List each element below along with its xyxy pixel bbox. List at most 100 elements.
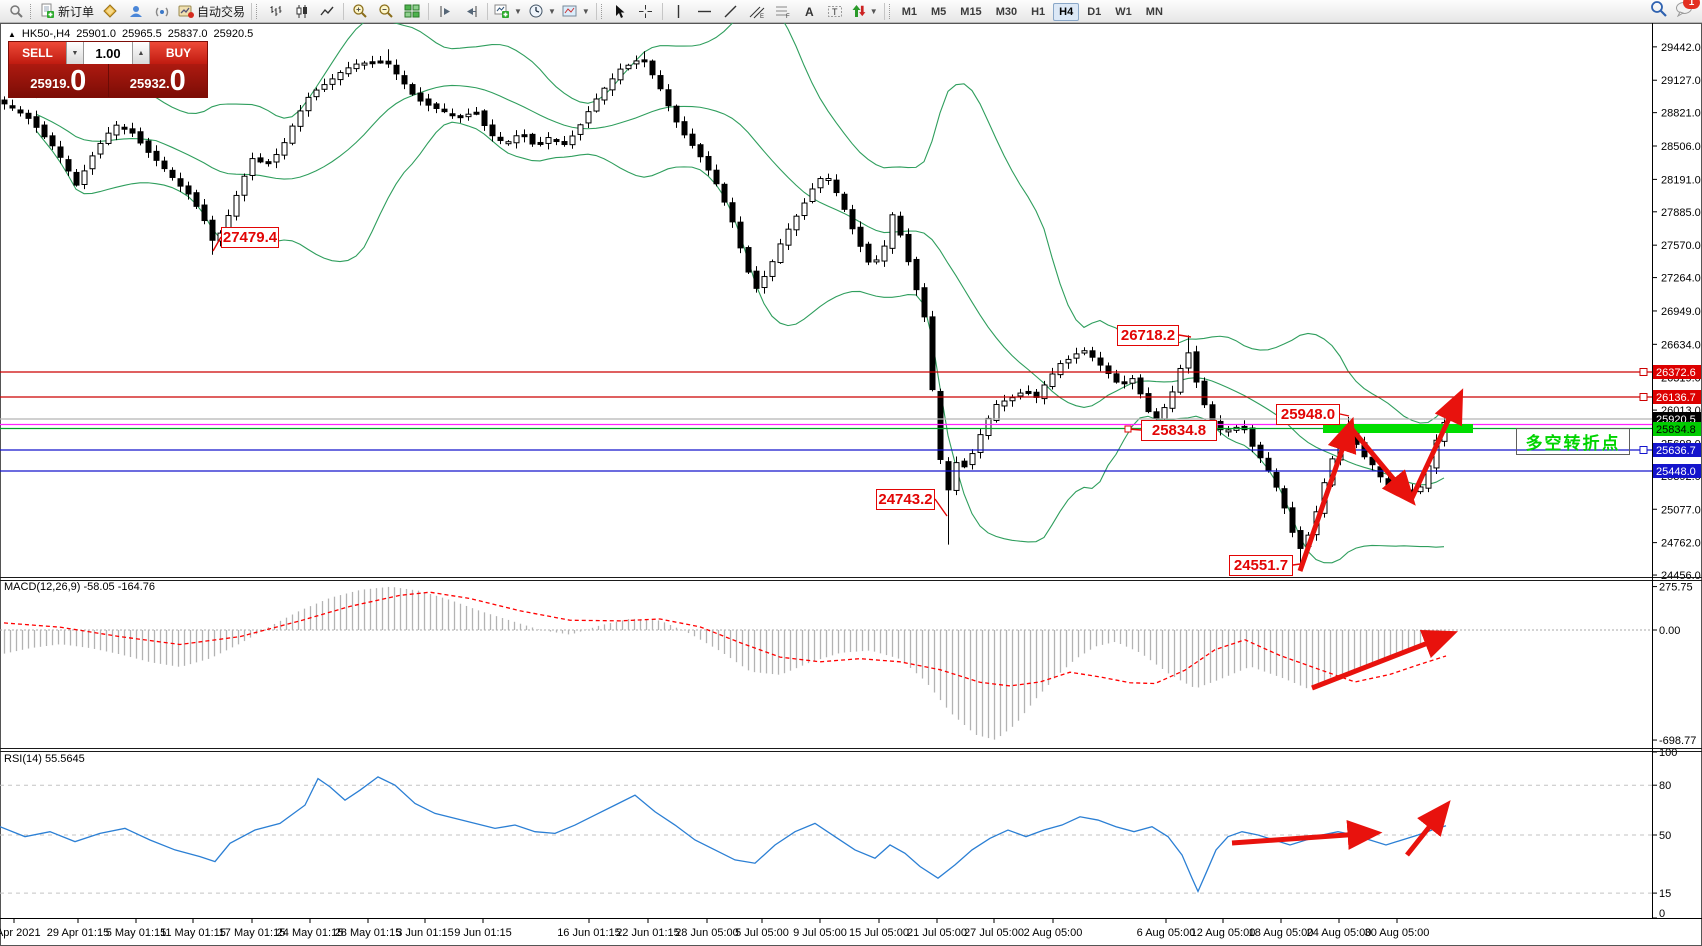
trendline-tool[interactable] (718, 1, 744, 21)
svg-text:9 Jul 05:00: 9 Jul 05:00 (793, 927, 847, 939)
new-order-icon (41, 3, 54, 18)
svg-text:25448.0: 25448.0 (1656, 466, 1696, 478)
svg-text:5 May 01:15: 5 May 01:15 (106, 927, 167, 939)
rsi-value: 55.5645 (44, 753, 85, 765)
timeframe-m30[interactable]: M30 (995, 6, 1018, 18)
price-callout-label[interactable]: 24551.7 (1229, 555, 1293, 576)
timeframe-h1[interactable]: H1 (1031, 6, 1046, 18)
timeframe-m15[interactable]: M15 (960, 6, 982, 18)
metaeditor-button[interactable] (97, 1, 123, 21)
auto-scroll-button[interactable] (432, 1, 458, 21)
turning-point-text: 多空转折点 (1525, 434, 1621, 453)
zoom-out-icon (379, 4, 393, 18)
svg-text:24762.0: 24762.0 (1661, 538, 1701, 550)
svg-text:25636.7: 25636.7 (1656, 445, 1696, 457)
new-order-button[interactable]: 新订单 (36, 1, 97, 21)
timeframe-h4[interactable]: H4 (1053, 3, 1080, 21)
svg-text:-698.77: -698.77 (1659, 735, 1696, 747)
sell-price[interactable]: 25919. 0 (9, 64, 108, 97)
volume-decrease-button[interactable]: ▼ (66, 42, 84, 64)
resistance-zone (1323, 424, 1473, 433)
buy-price-main: 25932. (129, 76, 170, 91)
channel-tool[interactable]: E (744, 1, 770, 21)
tile-windows-button[interactable] (399, 1, 425, 21)
timeframe-m5[interactable]: M5 (931, 6, 947, 18)
tile-windows-icon (404, 4, 420, 18)
text-label-icon: T (827, 5, 842, 17)
bar-chart-icon (270, 5, 282, 16)
svg-text:100: 100 (1659, 747, 1677, 759)
crosshair-tool-button[interactable] (633, 1, 659, 21)
timeframe-m1[interactable]: M1 (901, 6, 917, 18)
price-callout-label[interactable]: 25834.8 (1141, 420, 1217, 441)
buy-button[interactable]: BUY (150, 42, 207, 64)
bar-chart-button[interactable] (262, 1, 288, 21)
price-callout-label[interactable]: 27479.4 (221, 227, 279, 248)
svg-text:29 Apr 01:15: 29 Apr 01:15 (47, 927, 109, 939)
notifications-button[interactable]: 1 (1675, 0, 1700, 22)
text-icon: A (805, 5, 814, 19)
toolbar: 新订单 自动交易 (0, 0, 1702, 23)
signals-icon (155, 7, 169, 17)
periods-dropdown[interactable]: ▼ (525, 1, 559, 21)
text-label-tool[interactable]: T (822, 1, 848, 21)
turning-point-annotation[interactable]: 多空转折点 (1516, 428, 1630, 455)
svg-text:F: F (786, 14, 790, 19)
candle-chart-button[interactable] (288, 1, 314, 21)
toolbar-right: 1 (1650, 0, 1700, 22)
vertical-line-tool[interactable] (666, 1, 692, 21)
auto-trading-button[interactable]: 自动交易 (175, 1, 248, 21)
volume-input[interactable]: 1.00 (84, 42, 132, 64)
cursor-tool-button[interactable] (607, 1, 633, 21)
dropdown-arrow-icon: ▼ (869, 6, 878, 16)
text-tool[interactable]: A (796, 1, 822, 21)
timeframe-d1[interactable]: D1 (1087, 6, 1102, 18)
volume-increase-button[interactable]: ▲ (132, 42, 150, 64)
svg-text:18 Aug 05:00: 18 Aug 05:00 (1249, 927, 1314, 939)
svg-text:17 May 01:15: 17 May 01:15 (219, 927, 286, 939)
svg-text:28191.0: 28191.0 (1661, 174, 1701, 186)
line-chart-button[interactable] (314, 1, 340, 21)
new-chart-dropdown[interactable]: ▼ (491, 1, 525, 21)
collapse-triangle-icon[interactable]: ▲ (8, 29, 16, 39)
svg-text:28 Jun 05:00: 28 Jun 05:00 (675, 927, 739, 939)
toolbar-separator (595, 2, 597, 20)
timeframe-w1[interactable]: W1 (1115, 6, 1132, 18)
signals-button[interactable] (149, 1, 175, 21)
svg-text:6 Aug 05:00: 6 Aug 05:00 (1137, 927, 1196, 939)
svg-text:80: 80 (1659, 780, 1671, 792)
svg-text:24 Aug 05:00: 24 Aug 05:00 (1307, 927, 1372, 939)
price-callout-label[interactable]: 26718.2 (1117, 325, 1179, 346)
zoom-in-button[interactable] (347, 1, 373, 21)
fibonacci-tool[interactable]: F (770, 1, 796, 21)
buy-price[interactable]: 25932. 0 (107, 64, 208, 97)
quick-search-icon[interactable] (3, 1, 29, 21)
timeframe-group: M1 M5 M15 M30 H1 H4 D1 W1 MN (895, 2, 1170, 21)
horizontal-line-tool[interactable] (692, 1, 718, 21)
community-button[interactable] (123, 1, 149, 21)
chart-shift-icon (466, 5, 477, 17)
ohlc-low: 25837.0 (167, 28, 208, 40)
timeframe-mn[interactable]: MN (1145, 6, 1163, 18)
horizontal-line-icon (698, 10, 712, 12)
svg-text:15: 15 (1659, 888, 1671, 900)
sell-button[interactable]: SELL (9, 42, 66, 64)
toolbar-separator (343, 2, 345, 20)
arrows-tool-dropdown[interactable]: ▼ (848, 1, 881, 21)
zoom-out-button[interactable] (373, 1, 399, 21)
ohlc-close: 25920.5 (213, 28, 254, 40)
search-button[interactable] (1650, 0, 1667, 22)
candlesticks (1, 49, 1448, 565)
macd-values: -58.05 -164.76 (83, 581, 156, 593)
new-order-label: 新订单 (58, 4, 95, 19)
svg-text:11 May 01:15: 11 May 01:15 (160, 927, 226, 939)
svg-text:27 Jul 05:00: 27 Jul 05:00 (964, 927, 1024, 939)
templates-dropdown[interactable]: ▼ (559, 1, 593, 21)
price-callout-label[interactable]: 25948.0 (1276, 404, 1340, 425)
svg-text:28506.0: 28506.0 (1661, 141, 1701, 153)
chart-shift-button[interactable] (458, 1, 484, 21)
price-callout-label[interactable]: 24743.2 (876, 489, 935, 510)
toolbar-separator (487, 2, 489, 20)
